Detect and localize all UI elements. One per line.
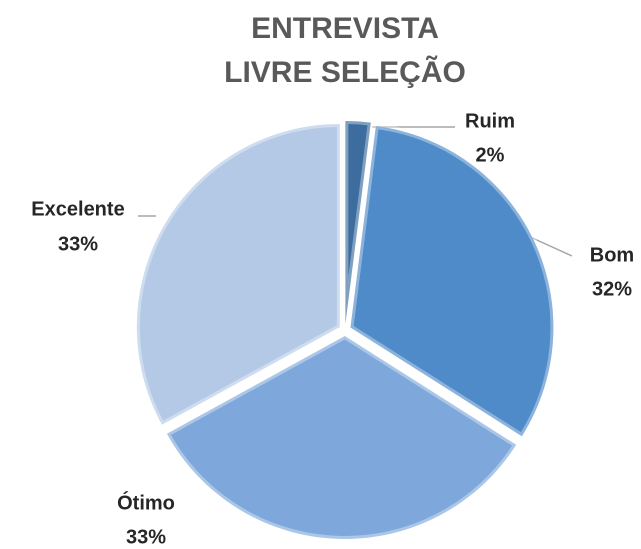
- pie-slice: [133, 120, 343, 428]
- data-label-value: 32%: [592, 278, 632, 300]
- data-label-category: Bom: [590, 244, 634, 266]
- data-label-value: 2%: [476, 144, 505, 166]
- pie-slice: [342, 118, 374, 328]
- data-label-category: Ruim: [465, 110, 515, 132]
- data-label-value: 33%: [58, 233, 98, 255]
- leader-line: [527, 235, 573, 257]
- data-label-value: 33%: [126, 526, 166, 548]
- data-label-category: Excelente: [31, 198, 124, 220]
- chart-title: ENTREVISTA: [251, 12, 439, 45]
- pie-slice: [347, 123, 557, 440]
- pie-slice: [163, 332, 520, 542]
- data-label-category: Ótimo: [117, 490, 175, 514]
- chart-title: LIVRE SELEÇÃO: [224, 55, 466, 89]
